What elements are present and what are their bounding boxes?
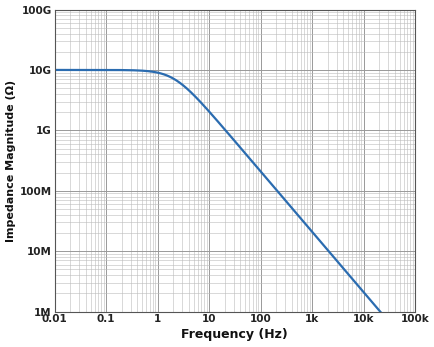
Y-axis label: Impedance Magnitude (Ω): Impedance Magnitude (Ω) <box>6 79 16 242</box>
X-axis label: Frequency (Hz): Frequency (Hz) <box>181 329 288 341</box>
